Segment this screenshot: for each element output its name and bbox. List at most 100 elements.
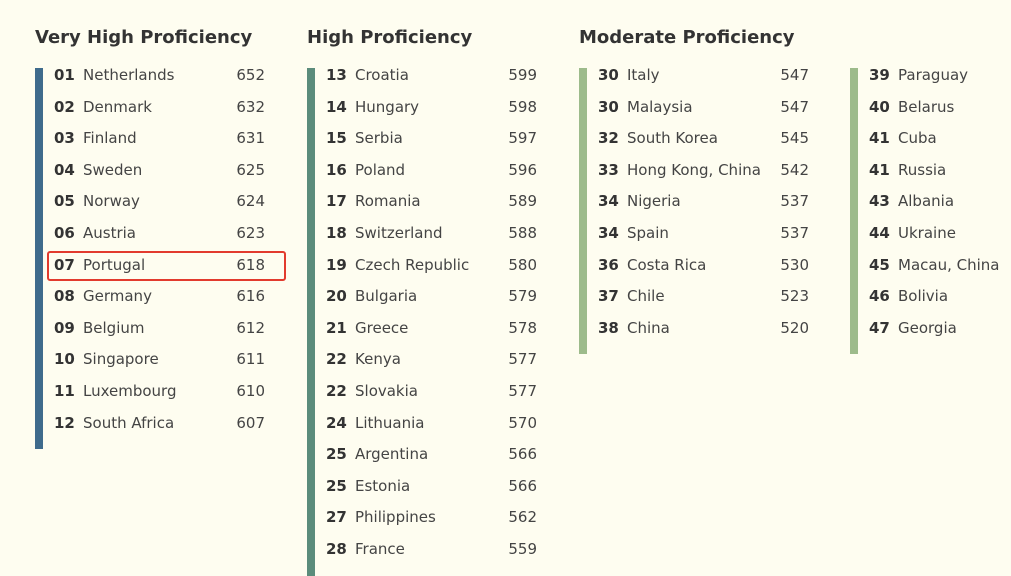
country: Romania <box>355 192 421 211</box>
score: 610 <box>236 382 265 400</box>
country: Czech Republic <box>355 255 470 274</box>
score: 545 <box>780 129 809 148</box>
country: Argentina <box>355 445 429 464</box>
country: Nigeria <box>627 192 681 211</box>
score: 562 <box>508 508 537 527</box>
score: 612 <box>236 318 265 337</box>
country: Portugal <box>83 255 146 274</box>
rank: 47 <box>869 318 890 337</box>
country: Luxembourg <box>83 382 177 400</box>
rank: 25 <box>326 445 347 464</box>
score: 523 <box>780 287 809 306</box>
country: Paraguay <box>898 66 969 84</box>
rank: 06 <box>54 224 75 242</box>
score: 580 <box>508 255 537 274</box>
country: South Africa <box>83 413 175 432</box>
score: 520 <box>780 318 809 337</box>
country: Estonia <box>355 476 411 495</box>
group-bar <box>850 68 858 355</box>
score: 623 <box>236 224 265 242</box>
score: 577 <box>508 350 537 369</box>
score: 537 <box>780 192 809 211</box>
country: Chile <box>627 287 665 306</box>
rank: 39 <box>869 66 890 84</box>
score: 542 <box>780 160 809 179</box>
country: Russia <box>898 160 947 179</box>
score: 589 <box>508 192 537 211</box>
rank: 36 <box>598 255 619 274</box>
country: Hong Kong, China <box>627 160 761 179</box>
group-title: Moderate Proficiency <box>579 27 795 48</box>
country: Italy <box>627 66 660 84</box>
group-title: High Proficiency <box>307 27 473 48</box>
country: Netherlands <box>83 66 175 84</box>
country: Austria <box>83 224 136 242</box>
rank: 30 <box>598 66 619 84</box>
country: Costa Rica <box>627 255 707 274</box>
score: 624 <box>236 192 265 211</box>
rank: 41 <box>869 160 890 179</box>
rank: 27 <box>326 508 347 527</box>
rank: 46 <box>869 287 890 306</box>
country: Denmark <box>83 97 152 116</box>
score: 566 <box>508 476 537 495</box>
score: 632 <box>236 97 265 116</box>
country: Georgia <box>898 318 957 337</box>
rank: 22 <box>326 350 347 369</box>
rank: 30 <box>598 97 619 116</box>
rank: 16 <box>326 160 347 179</box>
score: 611 <box>236 350 265 369</box>
country: Serbia <box>355 129 403 148</box>
country: South Korea <box>627 129 718 148</box>
highlight-box <box>47 251 286 281</box>
country: Bulgaria <box>355 287 418 306</box>
rank: 20 <box>326 287 347 306</box>
rank: 34 <box>598 192 619 211</box>
rank: 17 <box>326 192 347 211</box>
score: 598 <box>508 97 537 116</box>
score: 597 <box>508 129 537 148</box>
country: Hungary <box>355 97 420 116</box>
rank: 45 <box>869 255 890 274</box>
country: Spain <box>627 224 669 242</box>
country: Kenya <box>355 350 401 369</box>
rank: 09 <box>54 318 75 337</box>
country: Ukraine <box>898 224 956 242</box>
score: 547 <box>780 66 809 84</box>
score: 652 <box>236 66 265 84</box>
group-bar <box>307 68 315 576</box>
country: Finland <box>83 129 137 148</box>
score: 607 <box>236 413 265 432</box>
country: Macau, China <box>898 255 1000 274</box>
country: Cuba <box>898 129 937 148</box>
country: Germany <box>83 287 152 306</box>
rank: 37 <box>598 287 619 306</box>
rank: 13 <box>326 66 347 84</box>
rank: 05 <box>54 192 75 211</box>
rank: 02 <box>54 97 75 116</box>
country: Belgium <box>83 318 145 337</box>
country: Singapore <box>83 350 159 369</box>
country: Belarus <box>898 97 955 116</box>
country: France <box>355 540 405 558</box>
score: 578 <box>508 318 537 337</box>
score: 566 <box>508 445 537 464</box>
country: Albania <box>898 192 955 211</box>
score: 596 <box>508 160 537 179</box>
rank: 33 <box>598 160 619 179</box>
rank: 34 <box>598 224 619 242</box>
score: 570 <box>508 413 537 432</box>
score: 537 <box>780 224 809 242</box>
country: Malaysia <box>627 97 693 116</box>
rank: 21 <box>326 318 347 337</box>
rank: 32 <box>598 129 619 148</box>
rank: 10 <box>54 350 75 369</box>
country: Poland <box>355 160 406 179</box>
group-title: Very High Proficiency <box>35 27 253 48</box>
score: 579 <box>508 287 537 306</box>
rank: 19 <box>326 255 347 274</box>
score: 631 <box>236 129 265 148</box>
score: 616 <box>236 287 265 306</box>
score: 547 <box>780 97 809 116</box>
